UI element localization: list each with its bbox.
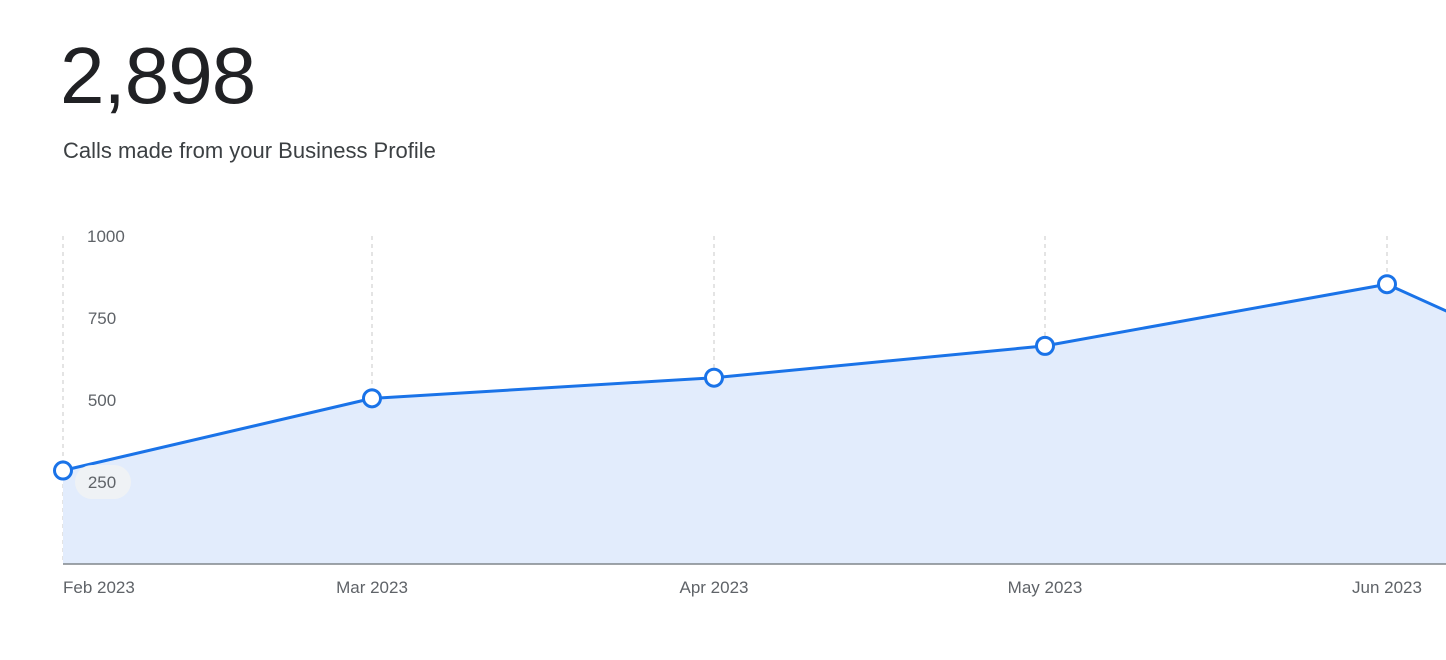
x-tick-label: Jun 2023 xyxy=(1352,578,1422,597)
y-tick-label: 750 xyxy=(88,309,116,328)
x-tick-label: Mar 2023 xyxy=(336,578,408,597)
data-point xyxy=(704,367,724,388)
data-point xyxy=(1377,274,1397,295)
x-tick-label: Feb 2023 xyxy=(63,578,135,597)
y-tick-label: 1000 xyxy=(87,227,125,246)
data-point xyxy=(53,460,73,481)
area-fill xyxy=(63,284,1446,564)
x-tick-label: May 2023 xyxy=(1008,578,1083,597)
y-tick-label: 250 xyxy=(88,473,116,492)
series-line xyxy=(62,282,1446,472)
y-tick-label: 500 xyxy=(88,391,116,410)
x-tick-label: Apr 2023 xyxy=(680,578,749,597)
metric-value: 2,898 xyxy=(60,31,256,120)
y-tick-label-bg xyxy=(75,465,131,499)
metric-label: Calls made from your Business Profile xyxy=(63,138,436,163)
data-point xyxy=(362,388,382,409)
data-point xyxy=(1035,335,1055,356)
